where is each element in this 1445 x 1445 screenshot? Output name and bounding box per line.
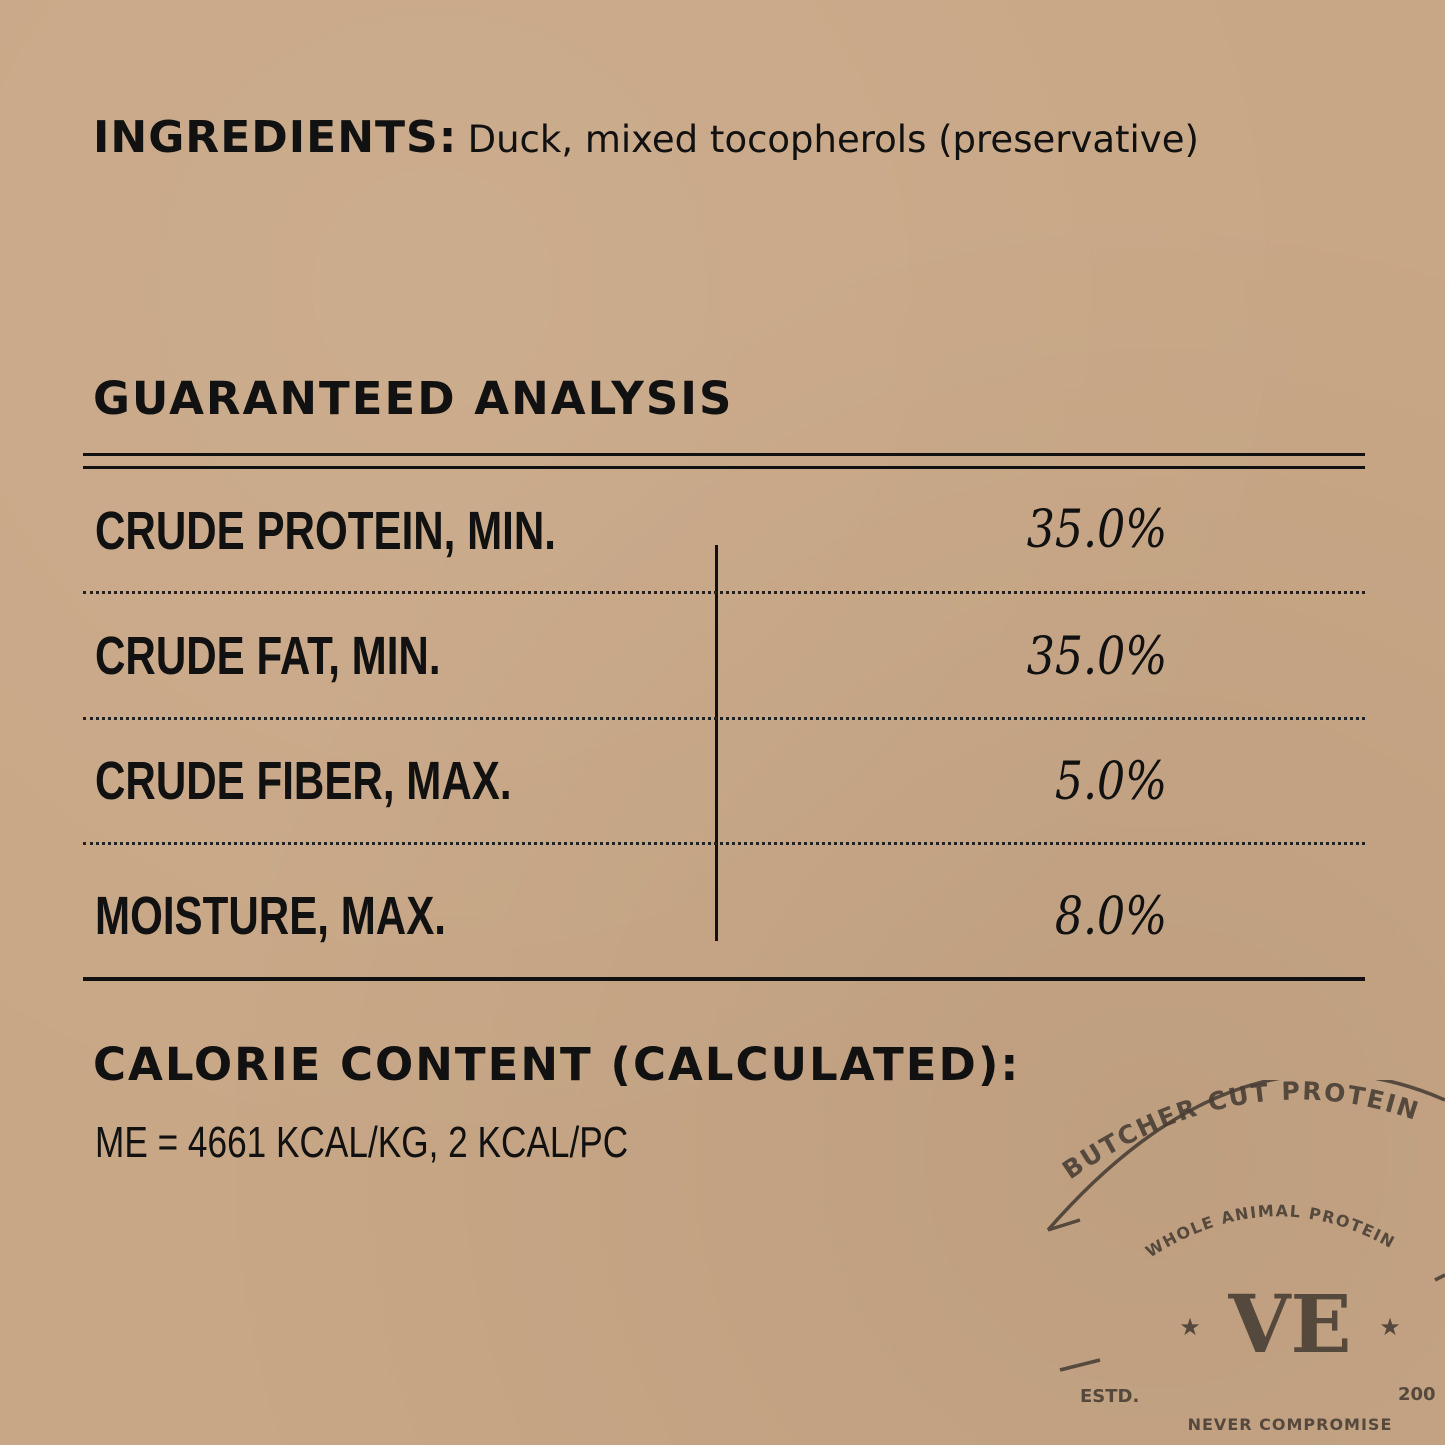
row-value: 35.0% — [1026, 627, 1167, 687]
row-label: CRUDE FAT, MIN. — [95, 626, 441, 686]
calorie-title: CALORIE CONTENT (CALCULATED): — [93, 1038, 1021, 1091]
svg-text:BUTCHER CUT PROTEIN: BUTCHER CUT PROTEIN — [1057, 1080, 1423, 1185]
row-value: 8.0% — [1054, 887, 1167, 947]
svg-text:WHOLE ANIMAL PROTEIN: WHOLE ANIMAL PROTEIN — [1142, 1201, 1399, 1261]
ingredients-text: Duck, mixed tocopherols (preservative) — [467, 118, 1199, 161]
stamp-estd: ESTD. — [1080, 1386, 1139, 1407]
dotted-divider — [83, 717, 1365, 720]
row-label: MOISTURE, MAX. — [95, 886, 447, 946]
divider — [83, 453, 1365, 456]
stamp-bottom-text: NEVER COMPROMISE — [1188, 1415, 1393, 1434]
ingredients: INGREDIENTS: Duck, mixed tocopherols (pr… — [93, 112, 1199, 163]
row-label: CRUDE FIBER, MAX. — [95, 751, 512, 811]
calorie-text: ME = 4661 KCAL/KG, 2 KCAL/PC — [95, 1118, 629, 1167]
dotted-divider — [83, 842, 1365, 845]
divider — [83, 466, 1365, 469]
row-value: 5.0% — [1054, 752, 1167, 812]
column-divider — [715, 545, 718, 941]
star-icon: ★ — [1379, 1313, 1401, 1341]
stamp-inner-text: WHOLE ANIMAL PROTEIN — [1142, 1201, 1397, 1261]
divider — [83, 977, 1365, 981]
stamp-outer-text: BUTCHER CUT PROTEIN — [1057, 1080, 1421, 1185]
row-label: CRUDE PROTEIN, MIN. — [95, 501, 557, 561]
stamp-ring — [1046, 1080, 1445, 1372]
ingredients-label: INGREDIENTS: — [93, 112, 458, 163]
stamp-monogram: VE — [1227, 1277, 1351, 1371]
stamp-year: 200 — [1398, 1384, 1436, 1405]
row-value: 35.0% — [1026, 500, 1167, 560]
analysis-title: GUARANTEED ANALYSIS — [93, 372, 734, 425]
dotted-divider — [83, 591, 1365, 594]
star-icon: ★ — [1179, 1313, 1201, 1341]
brand-stamp-logo: BUTCHER CUT PROTEIN WHOLE ANIMAL PROTEIN… — [1046, 1080, 1445, 1434]
